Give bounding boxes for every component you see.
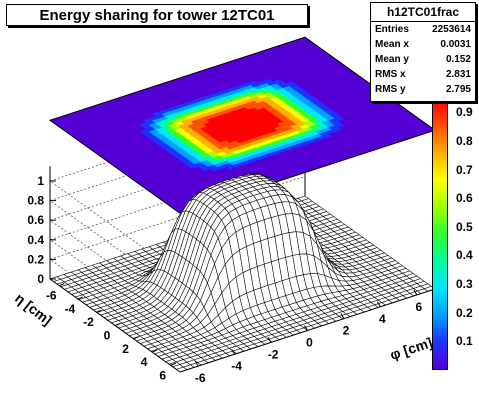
phi-tick — [376, 301, 381, 308]
eta-tick — [59, 283, 65, 287]
phi-tick-label: 6 — [415, 300, 422, 314]
phi-tick-label: 4 — [379, 312, 386, 326]
z-tick-label: 0.2 — [27, 252, 44, 266]
phi-tick-label: 0 — [306, 336, 313, 350]
stats-rows: Entries 2253614 Mean x 0.0031 Mean y 0.152 RMS… — [371, 22, 475, 97]
phi-tick-label: -2 — [268, 347, 279, 361]
surface-mesh — [49, 173, 436, 373]
palette-tick-label: 0.3 — [456, 277, 473, 292]
phi-tick — [194, 360, 199, 367]
stats-row: RMS x 2.831 — [371, 67, 475, 82]
stats-title: h12TC01frac — [371, 3, 475, 22]
eta-tick — [151, 349, 158, 353]
phi-tick — [304, 325, 308, 331]
eta-tick-label: 0 — [104, 329, 111, 343]
stats-row: RMS y 2.795 — [371, 82, 475, 97]
z-tick-label: 0.4 — [27, 233, 44, 247]
stats-label: Entries — [375, 24, 409, 35]
palette-tick-label: 0.9 — [456, 105, 473, 120]
eta-tick-label: 4 — [141, 355, 148, 369]
z-tick-label: 0 — [37, 272, 44, 286]
stats-value: 2.795 — [445, 84, 471, 95]
phi-tick — [340, 313, 345, 319]
palette-tick-label: 0.8 — [456, 133, 473, 148]
eta-tick — [114, 323, 121, 326]
z-tick-label: 0.6 — [27, 213, 44, 227]
palette-tick-label: 0.2 — [456, 305, 473, 320]
phi-axis-title: φ [cm] — [388, 334, 434, 363]
stats-label: Mean y — [375, 54, 409, 65]
stats-row: Mean x 0.0031 — [371, 37, 475, 52]
palette-tick-label: 0.5 — [456, 219, 473, 234]
stats-label: RMS x — [375, 69, 406, 80]
eta-tick-label: -2 — [83, 315, 94, 329]
stats-value: 0.152 — [445, 54, 471, 65]
phi-tick-label: -6 — [195, 371, 206, 385]
contour-plane-outline — [48, 36, 437, 214]
phi-tick-label: -4 — [231, 359, 242, 373]
eta-tick-label: -4 — [65, 302, 76, 316]
stats-value: 0.0031 — [440, 39, 471, 50]
z-tick-label: 1 — [37, 174, 44, 188]
eta-tick — [96, 309, 102, 313]
eta-tick-label: 6 — [159, 368, 166, 382]
stats-box: h12TC01frac Entries 2253614 Mean x 0.0031 Me… — [370, 2, 476, 102]
eta-tick — [77, 296, 84, 300]
palette-tick-label: 0.7 — [456, 162, 473, 177]
z-tick-label: 0.8 — [27, 194, 44, 208]
phi-tick-label: 2 — [343, 324, 350, 338]
z-grid-line — [49, 97, 306, 275]
phi-tick — [267, 337, 272, 343]
eta-tick — [133, 336, 139, 340]
stats-row: Mean y 0.152 — [371, 52, 475, 67]
phi-tick — [231, 348, 236, 355]
eta-tick-label: 2 — [122, 342, 129, 356]
palette-tick-label: 0.6 — [456, 191, 473, 206]
palette-tick-label: 0.1 — [456, 334, 473, 349]
stats-label: Mean x — [375, 39, 409, 50]
stats-value: 2.831 — [445, 69, 471, 80]
phi-tick — [413, 289, 418, 296]
eta-tick — [170, 362, 176, 366]
stats-value: 2253614 — [432, 24, 471, 35]
stats-label: RMS y — [375, 84, 406, 95]
stats-row: Entries 2253614 — [371, 22, 475, 37]
chart-title: Energy sharing for tower 12TC01 — [6, 4, 308, 26]
color-palette — [432, 98, 448, 370]
eta-tick-label: -6 — [46, 289, 57, 303]
palette-tick-label: 0.4 — [456, 248, 473, 263]
